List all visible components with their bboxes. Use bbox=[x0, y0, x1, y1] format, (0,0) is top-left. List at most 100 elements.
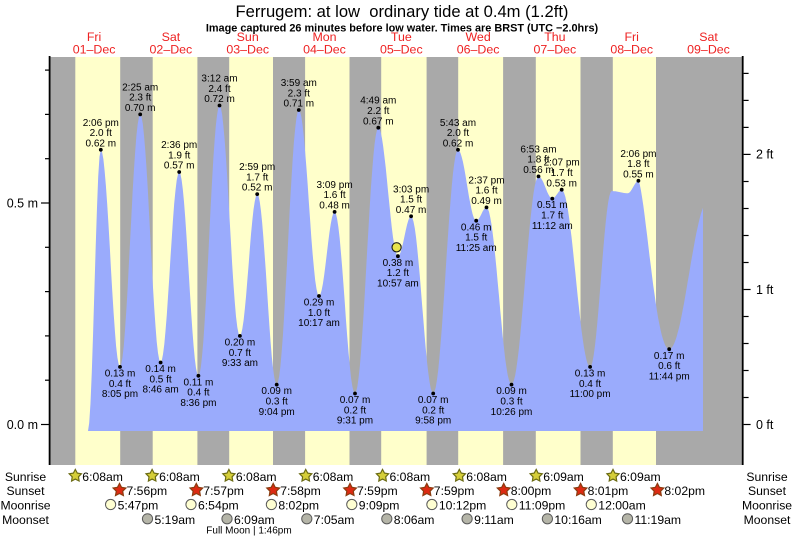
svg-text:Image captured 26 minutes befo: Image captured 26 minutes before low wat… bbox=[206, 23, 599, 35]
svg-text:0.57 m: 0.57 m bbox=[164, 161, 195, 172]
svg-text:0.3 ft: 0.3 ft bbox=[500, 397, 522, 408]
svg-text:0.62 m: 0.62 m bbox=[86, 138, 117, 149]
svg-text:7:59pm: 7:59pm bbox=[357, 484, 398, 498]
svg-text:6:09am: 6:09am bbox=[234, 513, 275, 527]
svg-text:3:12 am: 3:12 am bbox=[201, 74, 237, 85]
svg-text:0.4 ft: 0.4 ft bbox=[109, 379, 131, 390]
svg-text:1.7 ft: 1.7 ft bbox=[551, 168, 573, 179]
svg-text:10:17 am: 10:17 am bbox=[298, 318, 340, 329]
svg-text:0.07 m: 0.07 m bbox=[340, 395, 371, 406]
svg-text:01–Dec: 01–Dec bbox=[73, 42, 116, 56]
svg-text:1.0 ft: 1.0 ft bbox=[308, 308, 330, 319]
svg-text:2:06 pm: 2:06 pm bbox=[83, 118, 119, 129]
svg-text:9:33 am: 9:33 am bbox=[222, 358, 258, 369]
svg-text:0.71 m: 0.71 m bbox=[284, 99, 315, 110]
svg-text:1.9 ft: 1.9 ft bbox=[168, 150, 190, 161]
svg-text:1.8 ft: 1.8 ft bbox=[527, 155, 549, 166]
svg-text:0.52 m: 0.52 m bbox=[242, 183, 273, 194]
svg-text:11:00 pm: 11:00 pm bbox=[570, 389, 611, 400]
svg-text:6:08am: 6:08am bbox=[390, 470, 431, 484]
svg-text:9:09pm: 9:09pm bbox=[359, 499, 400, 513]
svg-text:Sun: Sun bbox=[237, 30, 259, 44]
svg-text:2.0 ft: 2.0 ft bbox=[90, 128, 112, 139]
svg-text:12:00am: 12:00am bbox=[598, 499, 645, 513]
svg-text:0.53 m: 0.53 m bbox=[546, 178, 577, 189]
svg-text:5:47pm: 5:47pm bbox=[118, 499, 159, 513]
svg-text:8:46 am: 8:46 am bbox=[143, 385, 179, 396]
svg-text:03–Dec: 03–Dec bbox=[226, 42, 269, 56]
svg-text:7:56pm: 7:56pm bbox=[127, 484, 168, 498]
svg-text:Wed: Wed bbox=[465, 30, 490, 44]
svg-text:Moonrise: Moonrise bbox=[742, 499, 792, 513]
svg-text:0.2 ft: 0.2 ft bbox=[344, 405, 366, 416]
svg-text:1.6 ft: 1.6 ft bbox=[475, 186, 497, 197]
svg-text:6:53 am: 6:53 am bbox=[520, 144, 556, 155]
svg-text:07–Dec: 07–Dec bbox=[534, 42, 577, 56]
svg-text:Fri: Fri bbox=[87, 30, 101, 44]
svg-text:8:02pm: 8:02pm bbox=[664, 484, 705, 498]
svg-text:7:05am: 7:05am bbox=[314, 513, 355, 527]
svg-text:1.7 ft: 1.7 ft bbox=[246, 172, 268, 183]
svg-text:6:08am: 6:08am bbox=[82, 470, 123, 484]
svg-text:Sunset: Sunset bbox=[748, 484, 787, 498]
svg-text:0.67 m: 0.67 m bbox=[363, 116, 394, 127]
svg-text:2:37 pm: 2:37 pm bbox=[468, 175, 504, 186]
svg-text:08–Dec: 08–Dec bbox=[610, 42, 653, 56]
svg-text:06–Dec: 06–Dec bbox=[457, 42, 500, 56]
svg-text:0.5 m: 0.5 m bbox=[7, 196, 38, 210]
svg-text:10:57 am: 10:57 am bbox=[377, 278, 419, 289]
svg-text:04–Dec: 04–Dec bbox=[303, 42, 346, 56]
svg-text:11:25 am: 11:25 am bbox=[456, 243, 497, 254]
svg-text:Thu: Thu bbox=[544, 30, 565, 44]
svg-text:1.6 ft: 1.6 ft bbox=[323, 190, 345, 201]
svg-text:0.2 ft: 0.2 ft bbox=[422, 405, 444, 416]
svg-text:6:08am: 6:08am bbox=[466, 470, 507, 484]
svg-text:10:16am: 10:16am bbox=[554, 513, 601, 527]
svg-text:0.5 ft: 0.5 ft bbox=[149, 374, 171, 385]
svg-text:0.38 m: 0.38 m bbox=[383, 258, 414, 269]
svg-text:Moonset: Moonset bbox=[2, 513, 49, 527]
svg-text:Sunset: Sunset bbox=[7, 484, 46, 498]
svg-text:1.5 ft: 1.5 ft bbox=[400, 195, 422, 206]
svg-text:0.55 m: 0.55 m bbox=[623, 169, 654, 180]
svg-text:0.4 ft: 0.4 ft bbox=[187, 388, 209, 399]
svg-text:1.2 ft: 1.2 ft bbox=[387, 268, 409, 279]
svg-text:11:12 am: 11:12 am bbox=[532, 221, 573, 232]
svg-text:05–Dec: 05–Dec bbox=[380, 42, 423, 56]
svg-text:8:06am: 8:06am bbox=[394, 513, 435, 527]
svg-text:0.14 m: 0.14 m bbox=[145, 364, 176, 375]
svg-text:0.29 m: 0.29 m bbox=[304, 298, 335, 309]
svg-text:5:19am: 5:19am bbox=[155, 513, 196, 527]
svg-text:0.6 ft: 0.6 ft bbox=[658, 361, 680, 372]
svg-text:0.13 m: 0.13 m bbox=[575, 369, 606, 380]
svg-text:2.3 ft: 2.3 ft bbox=[288, 88, 310, 99]
svg-text:6:08am: 6:08am bbox=[236, 470, 277, 484]
svg-text:2:36 pm: 2:36 pm bbox=[161, 140, 197, 151]
svg-text:8:01pm: 8:01pm bbox=[588, 484, 629, 498]
svg-text:11:44 pm: 11:44 pm bbox=[649, 371, 690, 382]
svg-text:2:06 pm: 2:06 pm bbox=[620, 149, 656, 160]
svg-text:9:31 pm: 9:31 pm bbox=[337, 416, 373, 427]
svg-text:6:08am: 6:08am bbox=[159, 470, 200, 484]
svg-text:0.4 ft: 0.4 ft bbox=[579, 379, 601, 390]
svg-text:0.48 m: 0.48 m bbox=[319, 201, 350, 212]
svg-text:0.09 m: 0.09 m bbox=[261, 386, 292, 397]
svg-text:Tue: Tue bbox=[391, 30, 412, 44]
svg-text:2.4 ft: 2.4 ft bbox=[208, 84, 230, 95]
svg-text:Moonset: Moonset bbox=[744, 513, 791, 527]
svg-text:11:19am: 11:19am bbox=[635, 513, 682, 527]
svg-text:0.70 m: 0.70 m bbox=[125, 103, 156, 114]
svg-text:2.2 ft: 2.2 ft bbox=[367, 106, 389, 117]
svg-text:8:02pm: 8:02pm bbox=[278, 499, 319, 513]
svg-text:6:09am: 6:09am bbox=[620, 470, 661, 484]
svg-text:2:07 pm: 2:07 pm bbox=[544, 158, 580, 169]
svg-text:6:54pm: 6:54pm bbox=[198, 499, 239, 513]
svg-text:Full Moon | 1:46pm: Full Moon | 1:46pm bbox=[206, 526, 291, 537]
svg-text:Moonrise: Moonrise bbox=[0, 499, 50, 513]
svg-text:7:59pm: 7:59pm bbox=[434, 484, 475, 498]
svg-text:9:58 pm: 9:58 pm bbox=[415, 416, 451, 427]
svg-text:Sunrise: Sunrise bbox=[746, 470, 788, 484]
svg-text:0.7 ft: 0.7 ft bbox=[229, 348, 251, 359]
svg-text:11:09pm: 11:09pm bbox=[519, 499, 566, 513]
svg-text:0.13 m: 0.13 m bbox=[105, 369, 136, 380]
